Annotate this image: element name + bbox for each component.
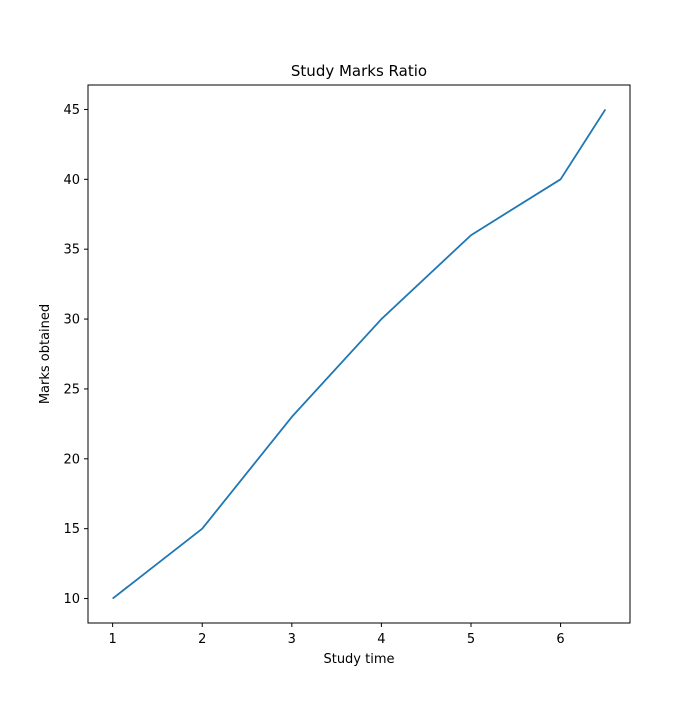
y-tick-label: 30 [63, 313, 80, 328]
series-line [112, 108, 607, 600]
y-tick-label: 20 [63, 452, 80, 467]
x-tick-label: 5 [467, 632, 475, 647]
y-axis-label: Marks obtained [38, 304, 53, 404]
x-tick-label: 2 [198, 632, 206, 647]
y-tick-label: 35 [63, 243, 80, 258]
x-tick-label: 6 [556, 632, 564, 647]
x-tick-label: 3 [288, 632, 296, 647]
y-tick-label: 40 [63, 173, 80, 188]
y-tick-label: 15 [63, 522, 80, 537]
y-tick-label: 25 [63, 382, 80, 397]
y-tick-label: 10 [63, 592, 80, 607]
x-tick-label: 4 [377, 632, 385, 647]
x-axis-label: Study time [323, 652, 394, 667]
plot-layer [112, 108, 607, 600]
y-tick-label: 45 [63, 103, 80, 118]
axes-frame [87, 84, 631, 624]
chart-title: Study Marks Ratio [291, 62, 427, 80]
x-tick-label: 1 [108, 632, 116, 647]
